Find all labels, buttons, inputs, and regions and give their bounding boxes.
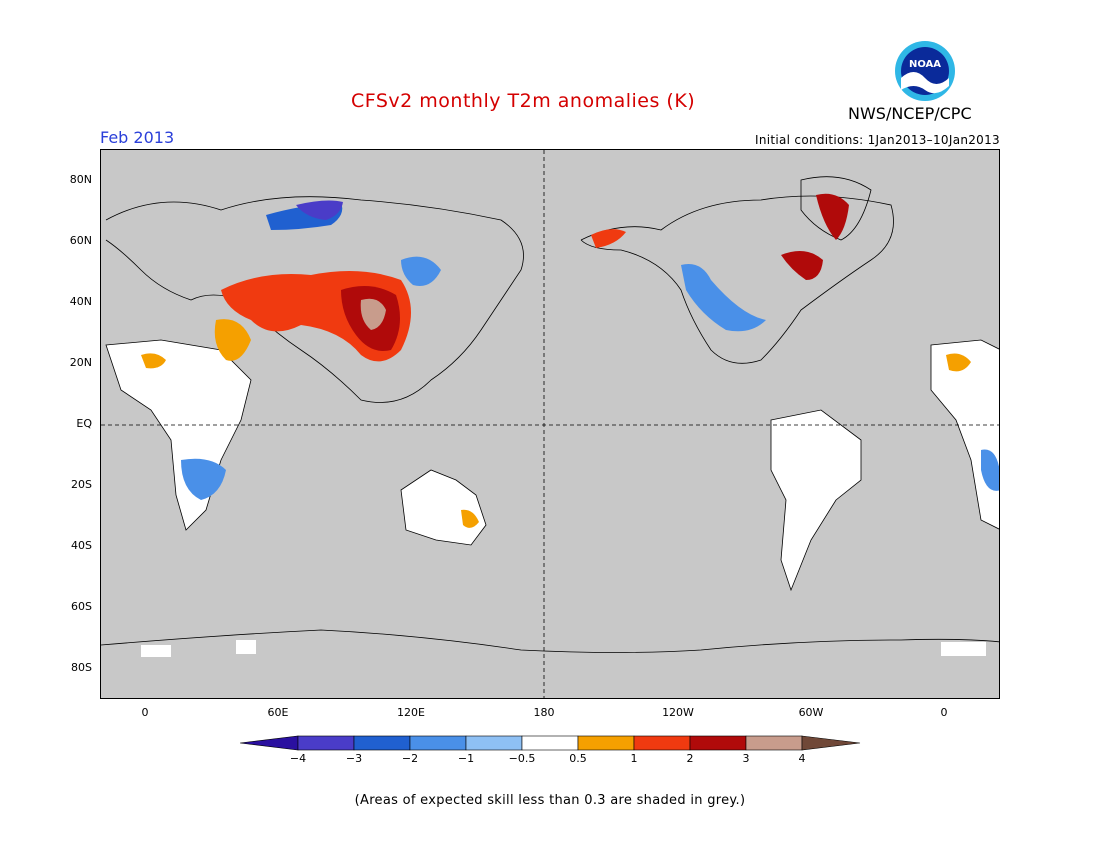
valid-month: Feb 2013	[100, 128, 175, 147]
initial-conditions: Initial conditions: 1Jan2013–10Jan2013	[755, 133, 1000, 147]
warm-east-canada	[781, 251, 823, 280]
colorbar-label: 3	[742, 752, 750, 765]
lon-label: 120W	[662, 706, 694, 719]
colorbar-box	[297, 735, 355, 751]
antarctica-coast	[101, 629, 999, 653]
warm-w-africa-right	[946, 353, 971, 372]
very-hot-tibet	[360, 298, 386, 330]
colorbar-label: 2	[686, 752, 694, 765]
lon-label: 60W	[798, 706, 824, 719]
chart-title: CFSv2 monthly T2m anomalies (K)	[351, 90, 696, 112]
warm-middle-east	[214, 319, 251, 361]
lon-label: 180	[533, 706, 555, 719]
colorbar-label: 1	[630, 752, 638, 765]
lat-label: 80S	[71, 661, 92, 674]
colorbar-box	[745, 735, 803, 751]
warm-e-australia	[461, 509, 479, 528]
colorbar-label: −0.5	[508, 752, 536, 765]
cold-mongolia	[401, 256, 441, 286]
logo-text: NOAA	[909, 59, 941, 70]
lat-label: 40N	[69, 295, 92, 308]
colorbar	[240, 735, 861, 751]
lon-label: 60E	[267, 706, 289, 719]
cold-s-africa-left	[181, 458, 226, 500]
colorbar-arrow-low	[240, 735, 299, 751]
colorbar-box	[353, 735, 411, 751]
coastlines	[105, 176, 894, 403]
south-america	[770, 409, 862, 592]
colorbar-box	[521, 735, 579, 751]
colorbar-box	[465, 735, 523, 751]
lon-label: 0	[141, 706, 149, 719]
lon-label: 0	[940, 706, 948, 719]
africa-left	[105, 339, 252, 531]
colorbar-box	[689, 735, 747, 751]
warm-w-africa-left	[141, 353, 166, 369]
colorbar-label: −4	[289, 752, 307, 765]
lat-label: EQ	[76, 417, 92, 430]
agency-label: NWS/NCEP/CPC	[848, 104, 972, 123]
colorbar-label: −2	[401, 752, 419, 765]
australia	[400, 469, 487, 546]
colorbar-box	[409, 735, 467, 751]
colorbar-box	[633, 735, 691, 751]
lat-label: 60N	[69, 234, 92, 247]
noaa-logo-icon: NOAA	[894, 40, 956, 102]
lat-label: 60S	[71, 600, 92, 613]
landmasses	[105, 339, 999, 592]
anomaly-map	[100, 149, 1000, 699]
cold-us	[681, 264, 766, 332]
lon-label: 120E	[397, 706, 425, 719]
warm-alaska	[591, 229, 626, 248]
colorbar-arrow-high	[801, 735, 861, 751]
very-cold-siberia	[296, 200, 343, 220]
warm-greenland	[816, 193, 849, 240]
map-canvas	[101, 150, 999, 698]
colorbar-label: −1	[457, 752, 475, 765]
footnote: (Areas of expected skill less than 0.3 a…	[354, 793, 746, 808]
colorbar-box	[577, 735, 635, 751]
cold-s-africa-right	[981, 449, 999, 491]
africa-right	[930, 339, 999, 530]
colorbar-label: 0.5	[569, 752, 587, 765]
lat-label: 40S	[71, 539, 92, 552]
lat-label: 80N	[69, 173, 92, 186]
colorbar-label: −3	[345, 752, 363, 765]
anomaly-patches	[141, 193, 999, 657]
colorbar-label: 4	[798, 752, 806, 765]
lat-label: 20S	[71, 478, 92, 491]
lat-label: 20N	[69, 356, 92, 369]
